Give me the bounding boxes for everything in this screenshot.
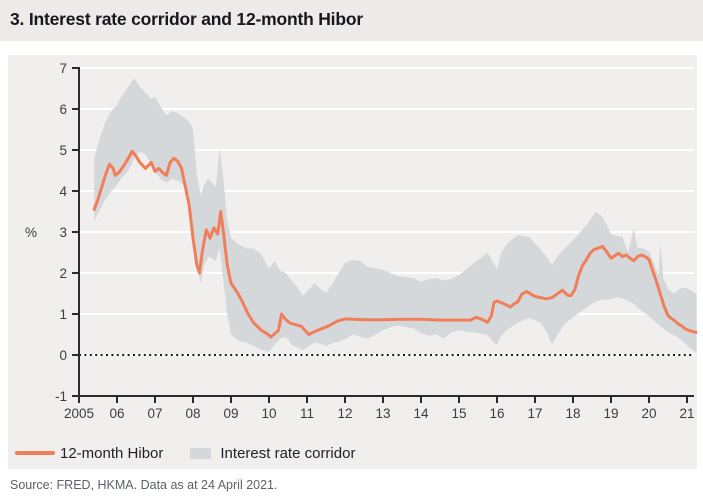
x-tick-label-2012: 12	[337, 406, 352, 421]
y-tick-label-6: 6	[59, 102, 67, 117]
y-tick-label-2: 2	[59, 266, 67, 281]
x-tick-label-2007: 07	[147, 406, 162, 421]
x-tick-label-2019: 19	[603, 406, 618, 421]
x-tick-label-2009: 09	[223, 406, 238, 421]
title-bar: 3. Interest rate corridor and 12-month H…	[0, 0, 703, 41]
x-tick-label-2010: 10	[261, 406, 276, 421]
y-tick-label-4: 4	[59, 184, 67, 199]
hibor-line-swatch	[15, 451, 55, 455]
corridor-band-swatch	[190, 447, 212, 459]
x-tick-label-2011: 11	[300, 406, 314, 421]
page-title: 3. Interest rate corridor and 12-month H…	[10, 9, 363, 29]
x-tick-label-2018: 18	[565, 406, 580, 421]
legend-label-corridor: Interest rate corridor	[220, 444, 356, 462]
x-tick-label-2005: 2005	[64, 406, 94, 421]
x-tick-label-2020: 20	[641, 406, 656, 421]
y-axis-unit-label: %	[25, 225, 37, 240]
y-tick-label-7: 7	[59, 61, 67, 76]
x-tick-label-2016: 16	[489, 406, 504, 421]
legend: 12-month Hibor Interest rate corridor	[15, 443, 355, 463]
x-tick-label-2013: 13	[375, 406, 390, 421]
y-tick-label-3: 3	[59, 225, 67, 240]
y-tick-label--1: -1	[55, 389, 67, 404]
x-tick-label-2017: 17	[527, 406, 542, 421]
hibor-line	[92, 149, 697, 339]
chart-card: -1 0 1 2 3 4 5 6 7% 2005 06 07 08 09 10 11 12 13 14 15 16 17 1…	[8, 55, 697, 469]
legend-item-corridor: Interest rate corridor	[190, 445, 355, 462]
source-note: Source: FRED, HKMA. Data as at 24 April …	[10, 478, 278, 492]
legend-label-hibor: 12-month Hibor	[60, 444, 164, 462]
corridor-band-area	[94, 78, 697, 353]
x-tick-label-2014: 14	[413, 406, 429, 421]
y-tick-label-0: 0	[59, 348, 67, 363]
x-tick-label-2006: 06	[109, 406, 124, 421]
y-tick-label-5: 5	[59, 143, 67, 158]
x-tick-label-2021: 21	[679, 406, 694, 421]
legend-item-hibor: 12-month Hibor	[15, 445, 163, 462]
x-tick-label-2015: 15	[451, 406, 466, 421]
y-tick-label-1: 1	[59, 307, 67, 322]
x-tick-label-2008: 08	[185, 406, 200, 421]
